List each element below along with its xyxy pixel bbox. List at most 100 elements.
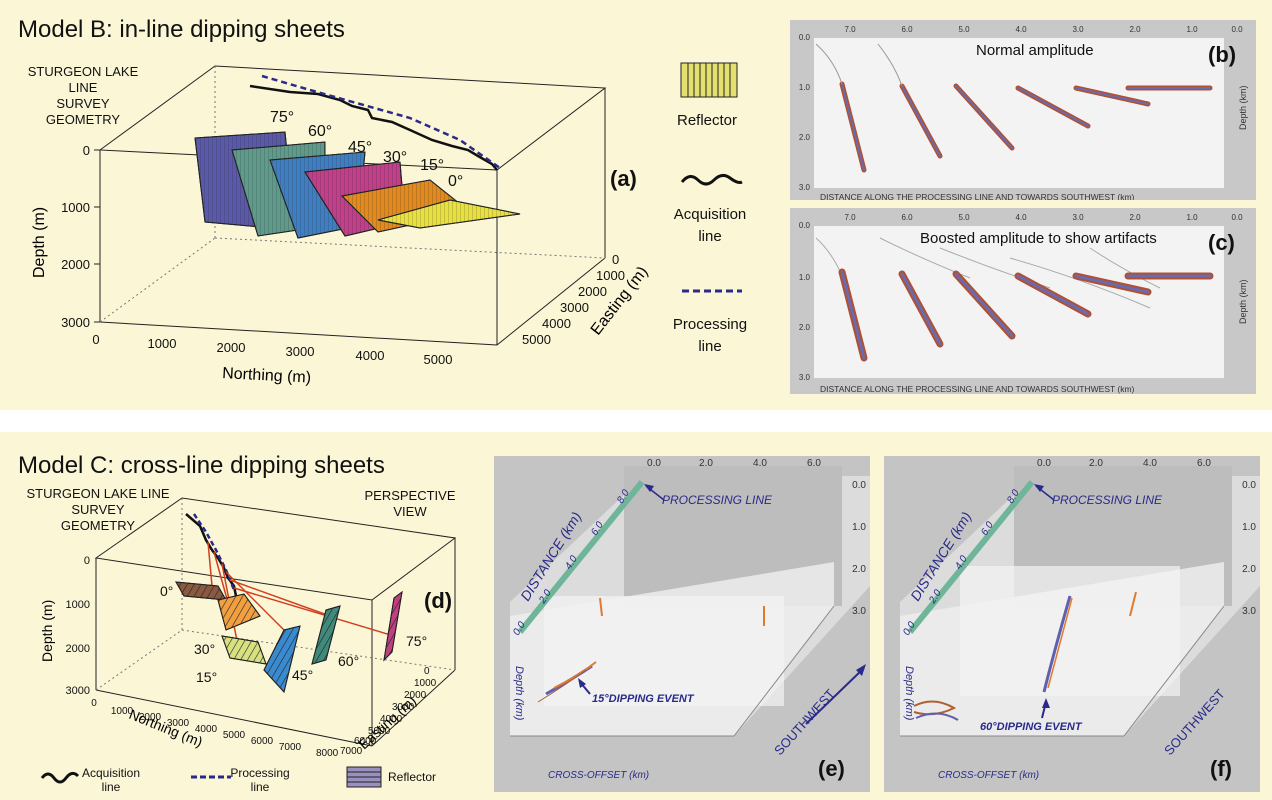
depth-tick: 2000 bbox=[66, 643, 90, 655]
svg-text:0: 0 bbox=[424, 666, 430, 677]
depth-label: Depth (km) bbox=[1238, 279, 1248, 324]
svg-text:4.0: 4.0 bbox=[1143, 458, 1157, 469]
svg-text:2.0: 2.0 bbox=[799, 323, 811, 332]
northing-axis-label: Northing (m) bbox=[222, 365, 312, 387]
depth-axis-label: Depth (m) bbox=[39, 600, 55, 662]
angle-label: 15° bbox=[196, 669, 217, 685]
southwest-label: SOUTHWEST bbox=[1161, 686, 1228, 758]
angle-label: 45° bbox=[348, 139, 372, 156]
northing-tick: 5000 bbox=[424, 352, 453, 367]
model-b-title: Model B: in-line dipping sheets bbox=[18, 16, 345, 43]
svg-text:4.0: 4.0 bbox=[753, 458, 767, 469]
legend-reflector-c: Reflector bbox=[388, 770, 437, 784]
svg-text:3.0: 3.0 bbox=[1072, 25, 1084, 34]
svg-text:2.0: 2.0 bbox=[799, 133, 811, 142]
northing-tick: 2000 bbox=[217, 340, 246, 355]
processing-line bbox=[261, 74, 501, 170]
depth-label: Depth (km) bbox=[1238, 85, 1248, 130]
legend-reflector: Reflector bbox=[677, 112, 738, 129]
depth-tick: 2000 bbox=[61, 257, 90, 272]
reflector-15 bbox=[221, 635, 267, 665]
model-b-3d-plot: 0 1000 2000 3000 Depth (m) 0 1000 2000 3… bbox=[31, 65, 652, 387]
section-b: 7.0 6.0 5.0 4.0 3.0 2.0 1.0 0.0 0.0 1.0 … bbox=[790, 20, 1256, 200]
svg-text:0.0: 0.0 bbox=[1231, 25, 1243, 34]
svg-text:1.0: 1.0 bbox=[1242, 522, 1256, 533]
svg-text:3000: 3000 bbox=[392, 702, 415, 713]
angle-label: 30° bbox=[383, 149, 407, 166]
panel-letter-b: (b) bbox=[1208, 42, 1237, 67]
easting-tick: 0 bbox=[612, 252, 619, 267]
northing-tick: 1000 bbox=[148, 336, 177, 351]
angle-label: 15° bbox=[420, 157, 444, 174]
svg-text:2.0: 2.0 bbox=[1242, 564, 1256, 575]
svg-text:3.0: 3.0 bbox=[799, 183, 811, 192]
processing-line-label: PROCESSING LINE bbox=[662, 493, 773, 507]
svg-text:3000: 3000 bbox=[167, 718, 190, 729]
x-label: DISTANCE ALONG THE PROCESSING LINE AND T… bbox=[820, 384, 1135, 394]
svg-text:1.0: 1.0 bbox=[1186, 213, 1198, 222]
svg-text:0.0: 0.0 bbox=[647, 458, 661, 469]
svg-text:4.0: 4.0 bbox=[1015, 213, 1027, 222]
svg-text:4000: 4000 bbox=[195, 724, 218, 735]
svg-text:2000: 2000 bbox=[404, 690, 427, 701]
model-c-3d-plot: 0 1000 2000 3000 Depth (m) 0 1000 2000 3… bbox=[39, 497, 457, 759]
acquisition-legend-line bbox=[680, 173, 743, 186]
angle-label: 75° bbox=[406, 633, 427, 649]
svg-text:2.0: 2.0 bbox=[699, 458, 713, 469]
processing-line bbox=[192, 513, 236, 591]
depth-km-label: Depth (km) bbox=[903, 666, 915, 721]
acquisition-line bbox=[249, 84, 498, 171]
svg-text:0.0: 0.0 bbox=[1037, 458, 1051, 469]
cross-offset-label: CROSS-OFFSET (km) bbox=[938, 770, 1039, 781]
angle-label: 60° bbox=[338, 653, 359, 669]
reflector-legend-swatch bbox=[680, 62, 738, 98]
svg-text:1.0: 1.0 bbox=[799, 273, 811, 282]
svg-text:0.0: 0.0 bbox=[852, 480, 866, 491]
svg-text:7.0: 7.0 bbox=[844, 213, 856, 222]
svg-text:2000: 2000 bbox=[139, 712, 162, 723]
depth-tick: 1000 bbox=[61, 200, 90, 215]
svg-text:1.0: 1.0 bbox=[1186, 25, 1198, 34]
svg-text:4.0: 4.0 bbox=[1015, 25, 1027, 34]
depth-axis-label: Depth (m) bbox=[31, 207, 48, 278]
svg-text:3.0: 3.0 bbox=[799, 373, 811, 382]
svg-text:7.0: 7.0 bbox=[844, 25, 856, 34]
svg-text:0.0: 0.0 bbox=[1242, 480, 1256, 491]
angle-label: 75° bbox=[270, 109, 294, 126]
svg-text:2.0: 2.0 bbox=[852, 564, 866, 575]
depth-tick: 0 bbox=[84, 555, 90, 567]
model-c-title: Model C: cross-line dipping sheets bbox=[18, 452, 385, 479]
svg-text:5000: 5000 bbox=[223, 730, 246, 741]
x-label: DISTANCE ALONG THE PROCESSING LINE AND T… bbox=[820, 192, 1135, 200]
reflector-75 bbox=[383, 590, 403, 662]
svg-text:5000: 5000 bbox=[368, 726, 391, 737]
processing-legend-line bbox=[682, 289, 742, 293]
svg-text:6000: 6000 bbox=[354, 736, 377, 747]
northing-tick: 3000 bbox=[286, 344, 315, 359]
svg-text:3.0: 3.0 bbox=[1072, 213, 1084, 222]
svg-text:0.0: 0.0 bbox=[799, 33, 811, 42]
reflector-60 bbox=[311, 605, 341, 665]
svg-text:2.0: 2.0 bbox=[1129, 213, 1141, 222]
cross-offset-label: CROSS-OFFSET (km) bbox=[548, 770, 649, 781]
northing-tick: 0 bbox=[92, 332, 99, 347]
svg-text:6.0: 6.0 bbox=[807, 458, 821, 469]
legend-processing: Processing line bbox=[672, 316, 748, 355]
easting-tick: 3000 bbox=[560, 300, 589, 315]
model-c-survey-label: STURGEON LAKE LINE SURVEY GEOMETRY bbox=[26, 486, 170, 533]
northing-tick: 4000 bbox=[356, 348, 385, 363]
svg-text:1.0: 1.0 bbox=[852, 522, 866, 533]
section-c: 7.0 6.0 5.0 4.0 3.0 2.0 1.0 0.0 0.0 1.0 … bbox=[790, 208, 1256, 394]
event-label: 60°DIPPING EVENT bbox=[980, 721, 1083, 733]
reflector-30 bbox=[217, 593, 261, 631]
panel-letter-c: (c) bbox=[1208, 230, 1235, 255]
panel-f: 0.0 2.0 4.0 6.0 0.0 1.0 2.0 3.0 0.0 2.0 … bbox=[884, 456, 1260, 792]
svg-text:2.0: 2.0 bbox=[1089, 458, 1103, 469]
model-b-survey-label: STURGEON LAKE LINE SURVEY GEOMETRY bbox=[27, 64, 139, 127]
easting-tick: 4000 bbox=[542, 316, 571, 331]
section-c-title: Boosted amplitude to show artifacts bbox=[920, 230, 1157, 247]
panel-letter-e: (e) bbox=[818, 756, 845, 781]
svg-text:0: 0 bbox=[91, 698, 97, 709]
easting-tick: 2000 bbox=[578, 284, 607, 299]
svg-text:2.0: 2.0 bbox=[1129, 25, 1141, 34]
